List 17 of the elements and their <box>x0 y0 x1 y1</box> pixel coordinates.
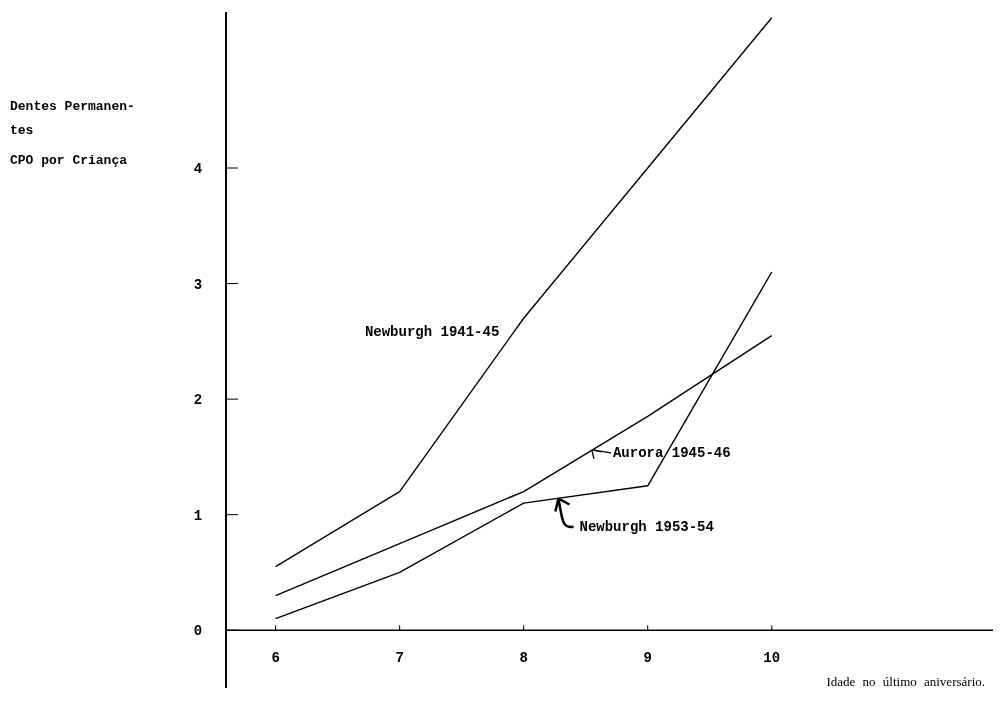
x-tick-label: 7 <box>395 650 404 667</box>
x-axis-title: Idade no último aniversário. <box>826 674 985 689</box>
x-tick-label: 8 <box>519 650 528 667</box>
y-tick-label: 1 <box>193 507 203 524</box>
line-series <box>274 17 773 568</box>
y-tick-label: 4 <box>193 161 203 177</box>
series-label: Newburgh 1941-45 <box>364 323 500 340</box>
line-series <box>274 271 773 620</box>
x-tick-label: 10 <box>763 650 781 667</box>
legend-label: Aurora 1945-46 <box>612 444 731 461</box>
y-tick-label: 2 <box>193 392 203 409</box>
y-tick-label: 0 <box>193 623 203 640</box>
series-label: Newburgh 1953-54 <box>579 518 714 535</box>
y-axis-title: Dentes Permanen- tes CPO por Criança <box>10 99 135 168</box>
y-tick-label: 3 <box>193 276 203 293</box>
x-tick-label: 9 <box>643 650 652 667</box>
x-tick-label: 6 <box>271 650 280 667</box>
